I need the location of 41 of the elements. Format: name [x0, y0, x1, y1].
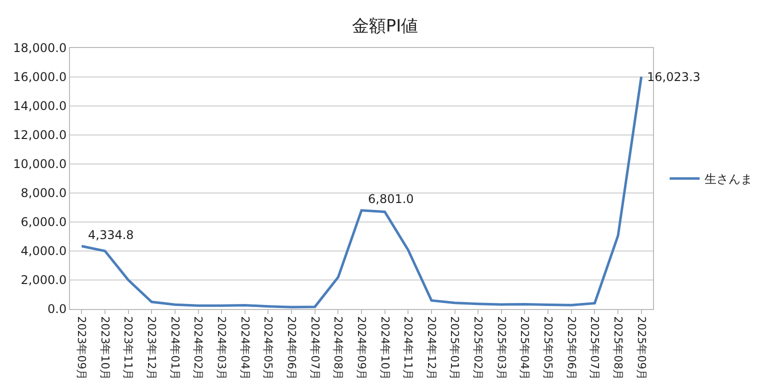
data-label: 16,023.3 [647, 70, 700, 84]
line-series [80, 75, 643, 308]
y-tick-label: 16,000.0 [13, 70, 67, 84]
x-tick-label: 2025年06月 [564, 316, 578, 380]
y-tick-label: 12,000.0 [13, 128, 67, 142]
y-tick-label: 10,000.0 [13, 157, 67, 172]
y-tick-label: 6,000.0 [20, 215, 67, 230]
x-tick-label: 2024年07月 [308, 316, 322, 380]
x-tick-label: 2023年11月 [122, 316, 135, 380]
x-tick-label: 2025年05月 [541, 316, 554, 380]
x-tick-label: 2024年05月 [262, 316, 275, 380]
data-label: 6,801.0 [368, 192, 414, 206]
x-tick-label: 2025年09月 [634, 316, 648, 380]
x-tick-label: 2024年11月 [402, 316, 415, 380]
x-tick-label: 2024年08月 [332, 316, 345, 380]
y-tick-label: 2,000.0 [20, 273, 67, 288]
data-label: 4,334.8 [88, 228, 134, 242]
chart-title: 金額PI値 [352, 16, 418, 36]
x-tick-label: 2023年10月 [98, 316, 112, 380]
x-tick-label: 2024年04月 [238, 316, 252, 380]
x-tick-label: 2025年01月 [448, 316, 462, 380]
y-tick-label: 4,000.0 [20, 244, 67, 258]
x-tick-label: 2025年03月 [494, 316, 508, 380]
y-tick-label: 8,000.0 [20, 186, 67, 200]
x-tick-label: 2024年06月 [284, 316, 298, 380]
y-tick-label: 14,000.0 [13, 99, 67, 114]
x-tick-label: 2023年09月 [75, 316, 88, 380]
y-tick-label: 0.0 [48, 302, 67, 316]
x-tick-label: 2025年08月 [611, 316, 624, 380]
x-tick-label: 2025年04月 [518, 316, 532, 380]
x-tick-label: 2024年12月 [424, 316, 438, 380]
legend-label: 生さんま [704, 172, 753, 186]
x-tick-label: 2024年01月 [168, 316, 182, 380]
x-tick-label: 2023年12月 [145, 316, 158, 380]
x-tick-label: 2025年02月 [472, 316, 485, 380]
x-tick-label: 2024年02月 [192, 316, 205, 380]
x-tick-label: 2024年09月 [354, 316, 368, 380]
x-tick-label: 2025年07月 [588, 316, 602, 380]
x-tick-label: 2024年03月 [215, 316, 228, 380]
x-tick-label: 2024年10月 [378, 316, 392, 380]
y-tick-label: 18,000.0 [13, 41, 67, 56]
